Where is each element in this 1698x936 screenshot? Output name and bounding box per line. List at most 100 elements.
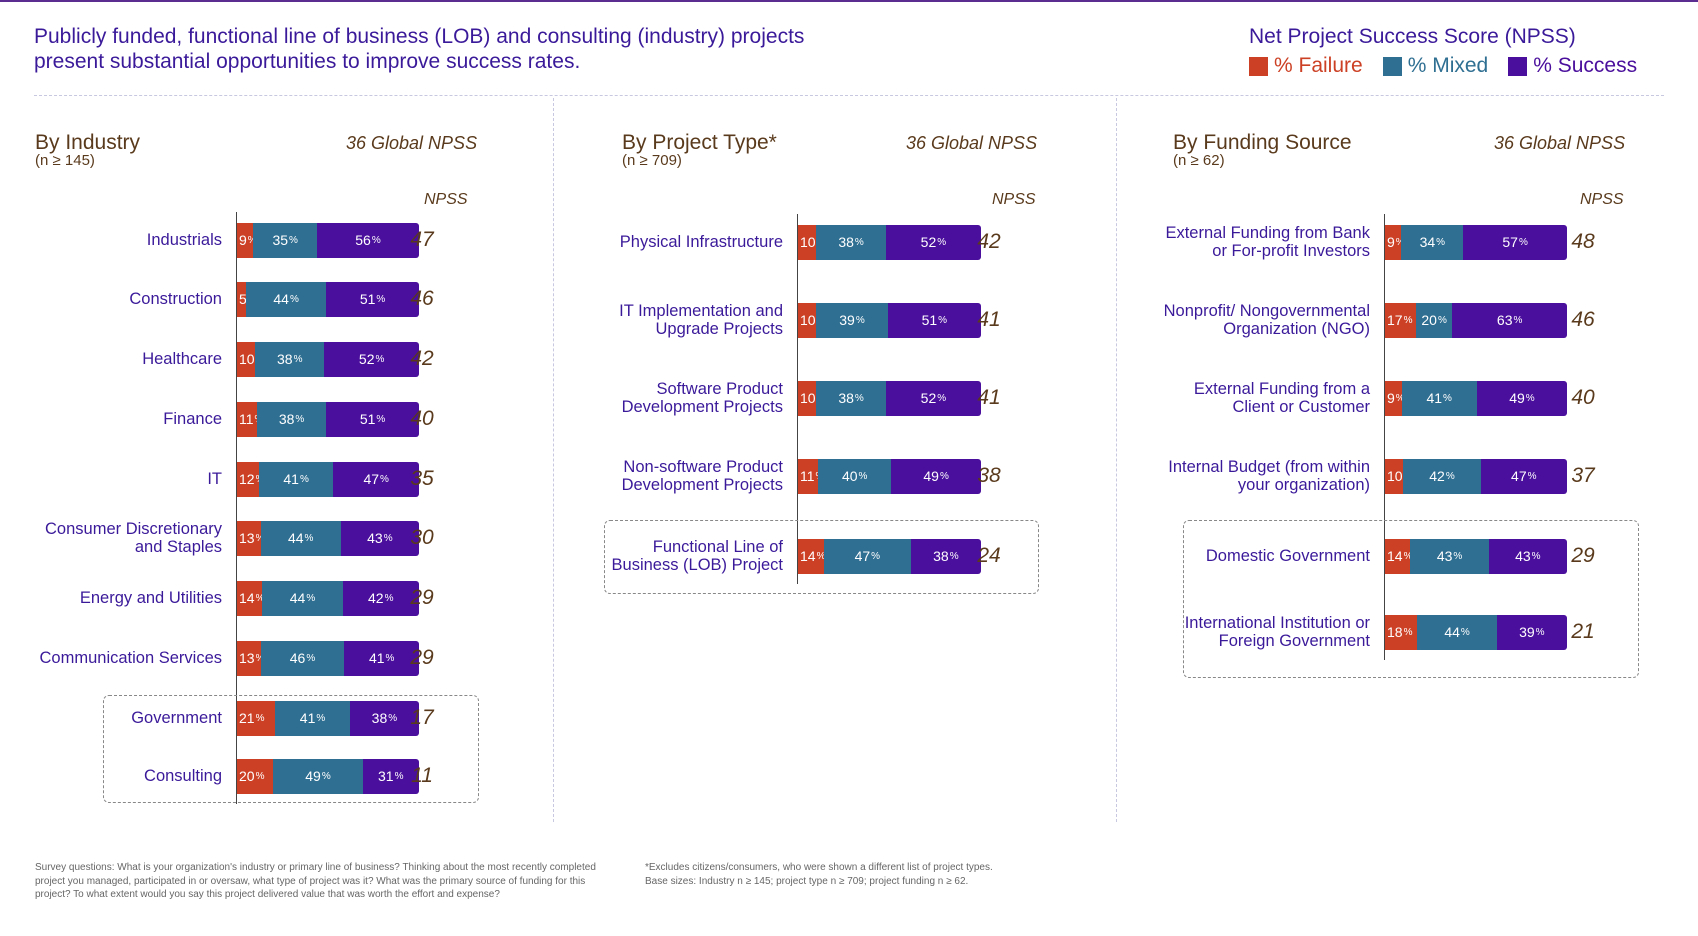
percent-sign: % <box>293 353 303 365</box>
segment-value: 5 <box>239 291 247 307</box>
segment-value: 31 <box>378 768 394 784</box>
segment-value: 11 <box>800 468 815 484</box>
footnote-survey: Survey questions: What is your organizat… <box>35 862 596 900</box>
segment-value: 20 <box>1421 312 1437 328</box>
percent-sign: % <box>247 293 257 305</box>
mixed-segment: 44% <box>260 520 341 556</box>
failure-segment: 9% <box>237 222 257 258</box>
percent-sign: % <box>816 236 826 248</box>
mixed-segment: 41% <box>1401 380 1477 416</box>
failure-segment: 10% <box>1385 458 1412 494</box>
success-segment: 38% <box>910 538 981 574</box>
mixed-segment: 39% <box>816 302 888 338</box>
stacked-bar: 21% 41% 38% <box>237 700 419 736</box>
npss-column-header: NPSS <box>1580 191 1624 208</box>
mixed-segment: 40% <box>818 458 892 494</box>
legend-item-mixed: % Mixed <box>1382 54 1488 78</box>
percent-sign: % <box>871 550 881 562</box>
failure-segment: 9% <box>1385 380 1405 416</box>
segment-value: 39 <box>839 312 855 328</box>
failure-segment: 14% <box>237 580 265 616</box>
success-segment: 49% <box>891 458 981 494</box>
percent-sign: % <box>1535 626 1545 638</box>
percent-sign: % <box>371 234 381 246</box>
category-label: Government <box>131 709 222 727</box>
segment-value: 9 <box>1387 390 1395 406</box>
segment-value: 20 <box>239 768 255 784</box>
global-npss-label: 36 Global NPSS <box>346 133 478 153</box>
failure-segment: 18% <box>1385 614 1418 650</box>
percent-sign: % <box>255 592 265 604</box>
category-axis <box>236 212 237 804</box>
segment-value: 52 <box>920 234 937 250</box>
segment-value: 14 <box>800 548 816 564</box>
mixed-segment: 49% <box>273 758 363 794</box>
segment-value: 52 <box>358 351 375 367</box>
segment-value: 41 <box>1426 390 1443 406</box>
percent-sign: % <box>299 473 309 485</box>
segment-value: 49 <box>305 768 321 784</box>
percent-sign: % <box>255 712 265 724</box>
npss-value: 38 <box>977 464 1001 487</box>
segment-value: 57 <box>1502 234 1518 250</box>
percent-sign: % <box>254 413 264 425</box>
panel-title: By Industry <box>35 131 141 154</box>
segment-value: 40 <box>841 468 858 484</box>
segment-value: 10 <box>800 234 816 250</box>
segment-value: 47 <box>1511 468 1527 484</box>
category-axis <box>797 214 798 584</box>
npss-value: 42 <box>410 347 434 370</box>
npss-value: 47 <box>410 228 434 251</box>
category-label: External Funding from a Client or Custom… <box>1193 380 1370 416</box>
segment-value: 38 <box>838 390 854 406</box>
segment-value: 46 <box>289 650 306 666</box>
footnote-exclusion: *Excludes citizens/consumers, who were s… <box>645 862 993 873</box>
category-label: Healthcare <box>142 350 222 368</box>
percent-sign: % <box>255 532 265 544</box>
percent-sign: % <box>1460 626 1470 638</box>
percent-sign: % <box>1437 314 1447 326</box>
segment-value: 18 <box>1387 624 1403 640</box>
percent-sign: % <box>1403 314 1413 326</box>
success-segment: 47% <box>1480 458 1567 494</box>
mixed-segment: 41% <box>275 700 350 736</box>
segment-value: 51 <box>359 291 376 307</box>
failure-segment: 17% <box>1385 302 1416 338</box>
percent-sign: % <box>1513 314 1523 326</box>
mixed-segment: 44% <box>1417 614 1497 650</box>
percent-sign: % <box>816 550 826 562</box>
percent-sign: % <box>375 353 385 365</box>
success-segment: 52% <box>885 380 981 416</box>
segment-value: 10 <box>800 390 816 406</box>
segment-value: 10 <box>1387 468 1403 484</box>
failure-segment: 11% <box>237 401 263 437</box>
mixed-segment: 38% <box>255 341 325 377</box>
stacked-bar: 12% 41% 47% <box>237 461 419 497</box>
segment-value: 47 <box>363 471 380 487</box>
mixed-segment: 42% <box>1403 458 1481 494</box>
percent-sign: % <box>1518 236 1528 248</box>
segment-value: 63 <box>1496 312 1513 328</box>
segment-value: 21 <box>239 710 255 726</box>
stacked-bar: 9% 34% 57% <box>1385 224 1567 260</box>
category-label: Industrials <box>146 231 222 249</box>
mixed-segment: 44% <box>262 580 343 616</box>
segment-value: 44 <box>1444 624 1460 640</box>
segment-value: 13 <box>239 530 255 546</box>
segment-value: 41 <box>283 471 299 487</box>
category-label: Domestic Government <box>1205 547 1370 565</box>
legend-item-failure: % Failure <box>1249 54 1363 78</box>
segment-value: 12 <box>239 471 255 487</box>
highlight-box <box>103 695 479 803</box>
mixed-segment: 38% <box>257 401 327 437</box>
header-divider <box>34 95 1664 96</box>
mixed-segment: 47% <box>823 538 911 574</box>
mixed-segment: 43% <box>1410 538 1489 574</box>
category-label: External Funding from Bank or For-profit… <box>1165 224 1370 260</box>
percent-sign: % <box>1453 550 1463 562</box>
npss-value: 46 <box>1571 308 1595 331</box>
category-label: Physical Infrastructure <box>619 233 783 251</box>
npss-value: 42 <box>977 230 1001 253</box>
segment-value: 17 <box>1387 312 1403 328</box>
segment-value: 51 <box>359 411 376 427</box>
